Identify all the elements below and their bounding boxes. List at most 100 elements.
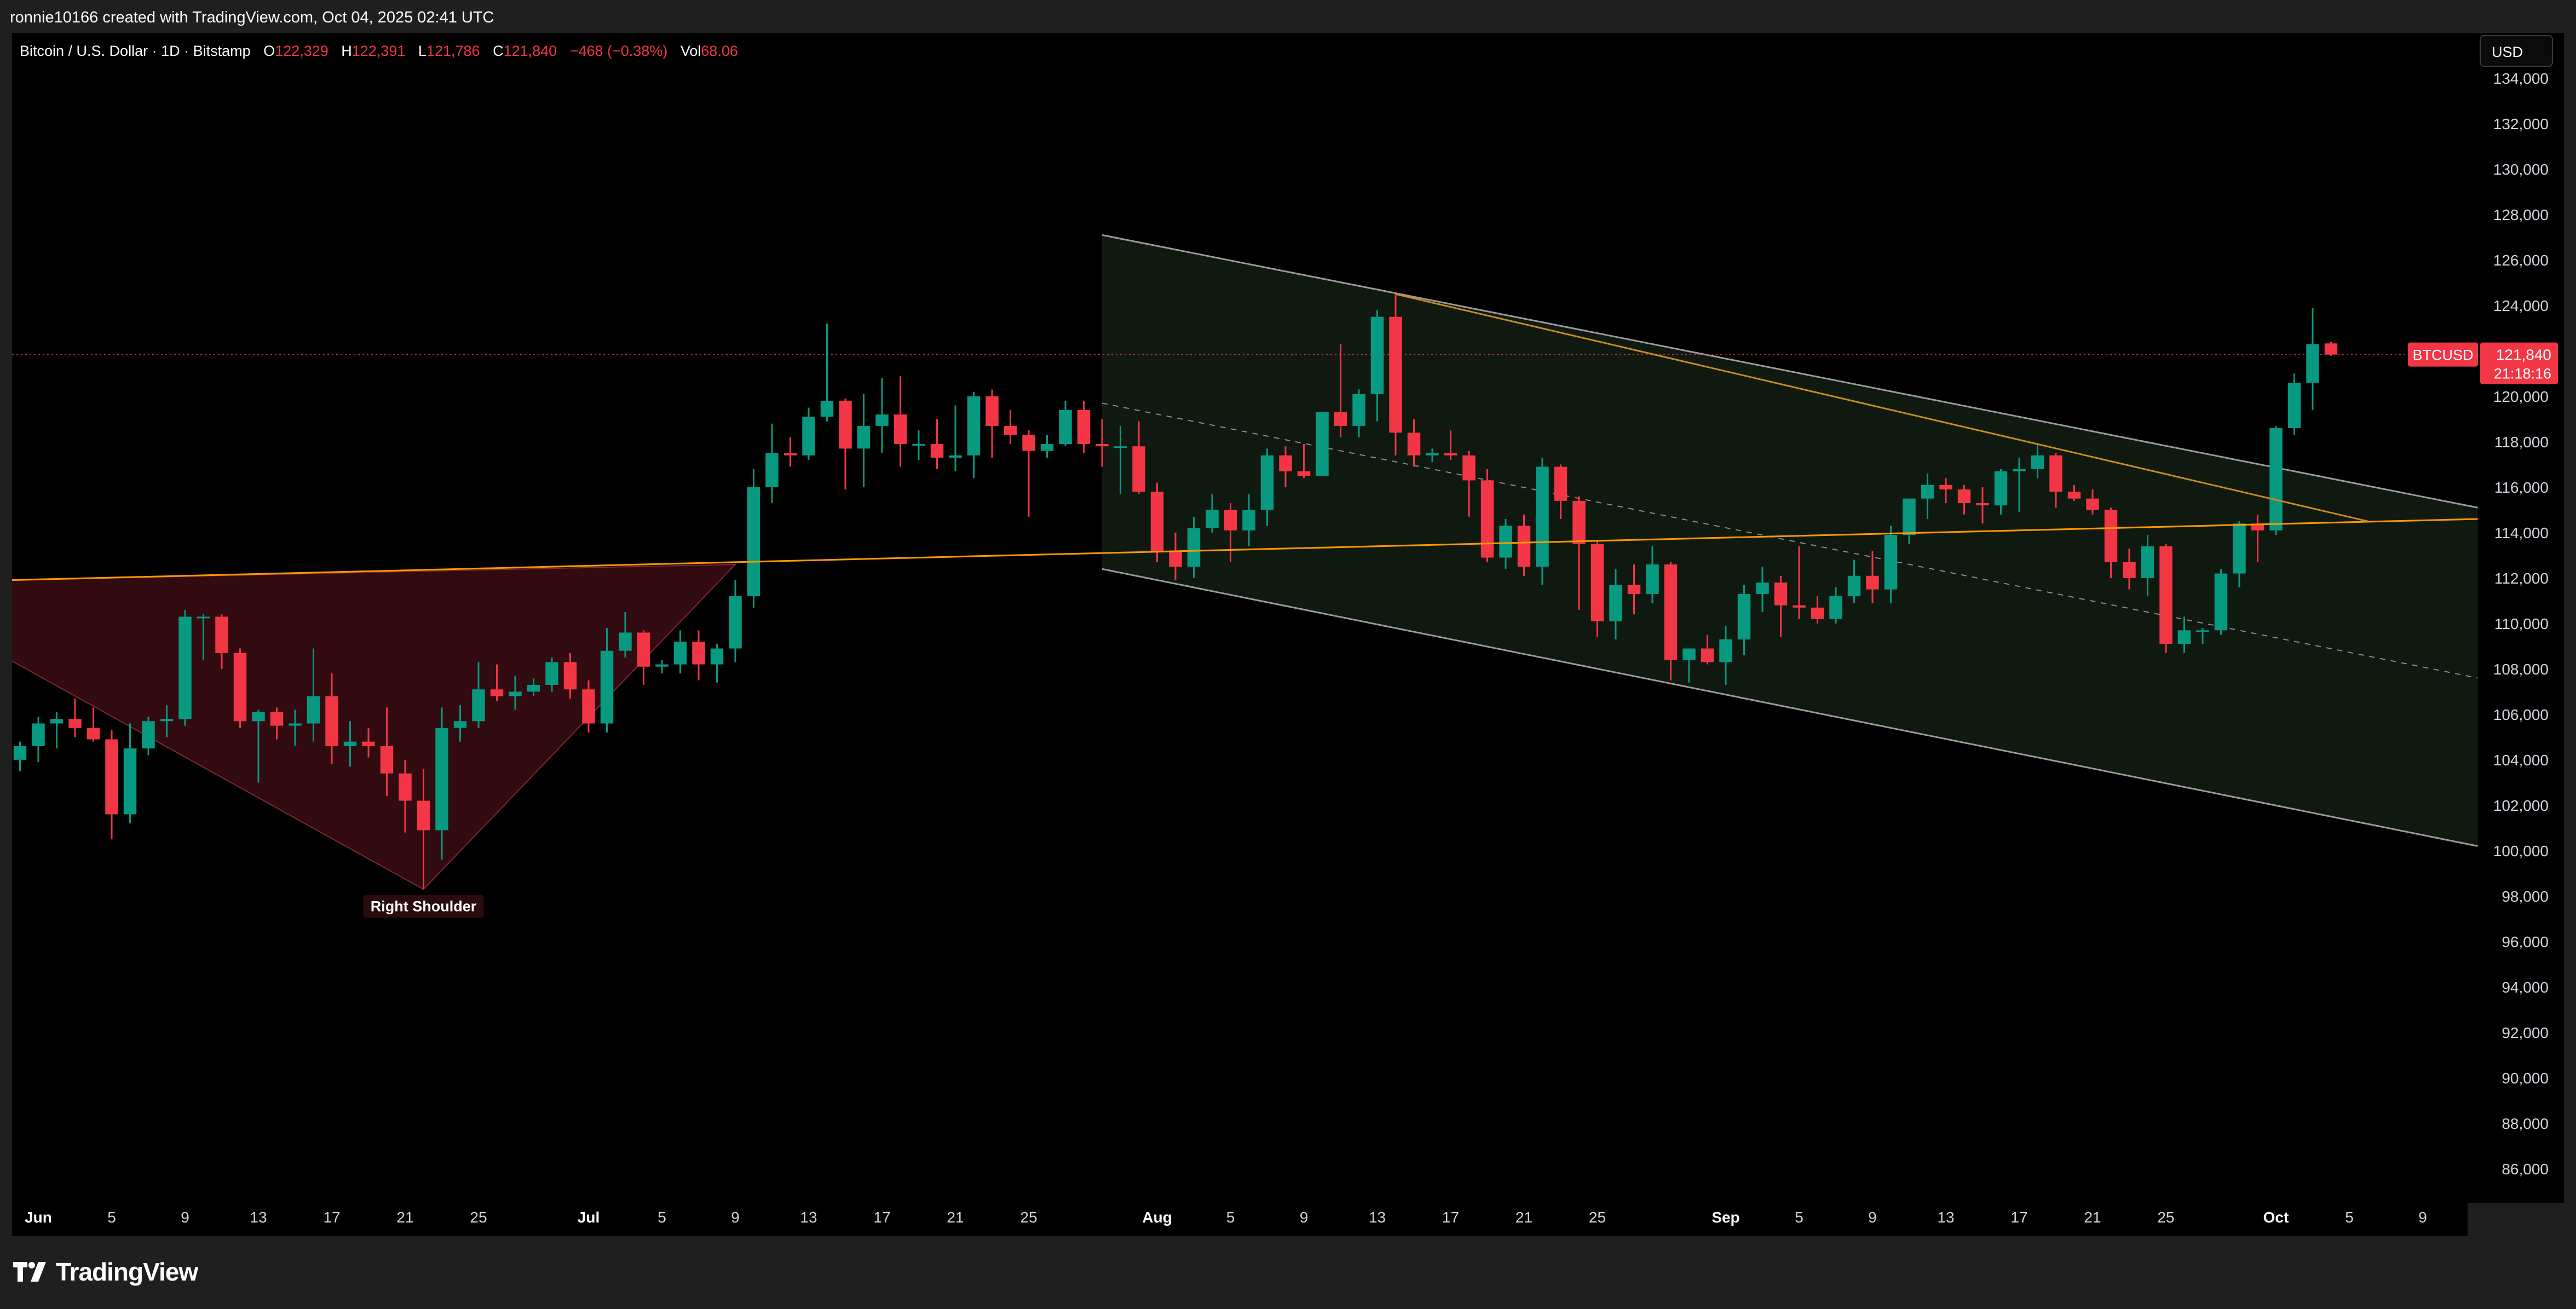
y-tick-label: 98,000: [2502, 888, 2549, 905]
candle-body: [1590, 544, 1604, 621]
candle-body: [729, 596, 742, 649]
candle-body: [1022, 435, 1035, 451]
candle-body: [417, 800, 430, 831]
candle: [1590, 541, 1604, 637]
candle-body: [1114, 446, 1127, 448]
ticker-badge-text: BTCUSD: [2412, 347, 2473, 364]
currency-button[interactable]: USD: [2480, 35, 2553, 67]
candle: [820, 324, 834, 422]
candle: [1370, 310, 1384, 422]
y-tick-label: 130,000: [2493, 161, 2549, 178]
candle: [509, 676, 522, 710]
candle: [710, 644, 724, 683]
candle-body: [142, 721, 155, 749]
change-value: −468 (−0.38%): [569, 43, 668, 59]
candle: [1847, 560, 1861, 603]
y-tick-label: 94,000: [2502, 979, 2549, 996]
candle-body: [1096, 444, 1109, 447]
candle: [527, 678, 540, 696]
x-tick-label: Jun: [25, 1209, 52, 1226]
tradingview-logo[interactable]: TradingView: [13, 1257, 198, 1287]
candle: [233, 648, 247, 728]
candle: [1004, 410, 1017, 445]
candle-body: [2123, 562, 2136, 578]
y-tick-label: 96,000: [2502, 933, 2549, 950]
candle-body: [1444, 453, 1457, 455]
attribution-text: ronnie10166 created with TradingView.com…: [10, 9, 494, 26]
candle-body: [1242, 510, 1255, 530]
candle-body: [1756, 583, 1769, 594]
price-badge: [2480, 342, 2558, 384]
candle-body: [2324, 343, 2338, 355]
candle: [1352, 389, 1365, 437]
candle: [1187, 516, 1201, 578]
candle: [1994, 469, 2008, 515]
candle-body: [160, 719, 174, 722]
candle-body: [289, 723, 302, 726]
x-tick-label: Aug: [1142, 1209, 1172, 1226]
x-tick-label: Sep: [1711, 1209, 1739, 1226]
candle: [380, 707, 394, 797]
candle: [1040, 435, 1054, 458]
candle-body: [710, 648, 724, 665]
candle: [417, 769, 430, 890]
channel-lower-line: [1102, 568, 2478, 847]
candle: [1939, 478, 1952, 503]
candle-body: [1976, 503, 1989, 506]
candle-body: [2049, 455, 2062, 492]
candle: [270, 707, 284, 740]
candle-body: [600, 650, 614, 724]
price-axis: [2468, 33, 2564, 1203]
candle-body: [912, 444, 925, 446]
candle: [2196, 628, 2209, 644]
candle-body: [435, 728, 448, 831]
candle-body: [857, 425, 871, 449]
candle-body: [215, 616, 228, 653]
candle: [490, 664, 504, 701]
candle: [839, 399, 852, 490]
candle: [1957, 485, 1971, 515]
y-tick-label: 108,000: [2493, 661, 2549, 678]
candle: [1719, 626, 1732, 685]
candle: [1407, 419, 1421, 467]
candle-body: [1389, 316, 1402, 433]
candle: [1903, 498, 1916, 544]
candle-body: [252, 712, 265, 722]
price-chart[interactable]: Right Shoulder 86,000 88,000 90,000 92,000 94…: [12, 33, 2564, 1236]
right-shoulder-label-bg: [363, 895, 484, 918]
candle: [1646, 546, 1659, 603]
attribution-bar: ronnie10166 created with TradingView.com…: [0, 0, 2576, 33]
candle: [1774, 575, 1788, 637]
candle: [2104, 508, 2118, 578]
high-label: H: [341, 43, 352, 59]
x-tick-label: 17: [873, 1209, 890, 1226]
candle-body: [1701, 648, 1714, 662]
candle-body: [839, 401, 852, 449]
candle-body: [13, 746, 27, 760]
candle: [1793, 546, 1806, 619]
candle-body: [2196, 630, 2209, 632]
candle-body: [1334, 412, 1347, 426]
candle: [1114, 425, 1127, 494]
candle: [729, 580, 742, 662]
candle-body: [509, 691, 522, 696]
candle-body: [2013, 469, 2026, 471]
candle-body: [894, 414, 907, 445]
candle-body: [2031, 455, 2044, 469]
y-tick-label: 126,000: [2493, 252, 2549, 269]
candle-body: [949, 455, 962, 458]
right-shoulder-pattern: [12, 563, 737, 890]
candle-body: [490, 689, 504, 696]
candle: [1480, 469, 1494, 562]
x-tick-label: 9: [731, 1209, 740, 1226]
candle: [215, 614, 228, 669]
candle-body: [1150, 492, 1164, 551]
close-label: C: [493, 43, 504, 59]
candle-body: [123, 748, 137, 815]
candle: [2269, 425, 2283, 535]
candle: [783, 437, 797, 467]
candle: [1242, 494, 1255, 546]
candle: [1811, 596, 1824, 624]
candle-body: [2141, 546, 2154, 578]
candle-body: [2287, 383, 2301, 429]
